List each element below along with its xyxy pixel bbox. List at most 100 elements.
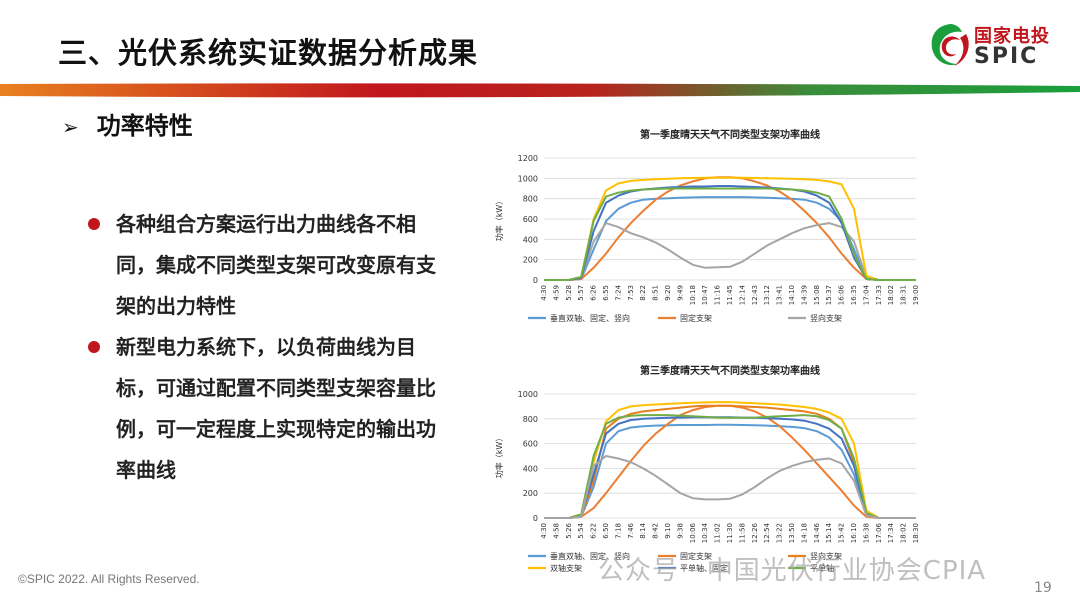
x-tick-label: 4:30 (540, 523, 548, 539)
x-tick-label: 19:00 (912, 285, 920, 305)
x-tick-label: 5:57 (577, 285, 585, 301)
y-tick-label: 400 (523, 235, 538, 244)
header-color-band (0, 83, 1080, 98)
series-line (544, 222, 916, 281)
x-tick-label: 8:14 (639, 522, 647, 538)
y-tick-label: 600 (523, 215, 538, 224)
x-tick-label: 17:04 (862, 284, 870, 305)
x-tick-label: 18:31 (900, 285, 908, 305)
x-tick-label: 17:06 (875, 522, 883, 543)
x-tick-label: 12:14 (738, 284, 746, 305)
x-tick-label: 16:06 (838, 284, 846, 305)
x-tick-label: 7:46 (627, 522, 635, 538)
x-tick-label: 6:26 (590, 284, 598, 300)
y-tick-label: 200 (523, 256, 538, 265)
legend-label: 垂直双轴、固定、竖向 (550, 313, 630, 323)
slide-title: 三、光伏系统实证数据分析成果 (58, 36, 479, 70)
y-tick-label: 1200 (518, 154, 538, 163)
x-tick-label: 12:54 (763, 522, 771, 543)
bullet-item: 各种组合方案运行出力曲线各不相同，集成不同类型支架可改变原有支架的出力特性 (88, 204, 448, 327)
x-tick-label: 9:20 (664, 285, 672, 301)
series-line (544, 401, 916, 519)
x-tick-label: 11:02 (714, 523, 722, 543)
y-tick-label: 0 (533, 514, 538, 523)
x-tick-label: 8:22 (639, 285, 647, 301)
bullet-text: 各种组合方案运行出力曲线各不相同，集成不同类型支架可改变原有支架的出力特性 (116, 212, 436, 318)
x-tick-label: 14:10 (788, 285, 796, 305)
y-axis-label: 功率（kW） (494, 434, 504, 479)
x-tick-label: 6:50 (602, 523, 610, 539)
x-tick-label: 10:06 (689, 522, 697, 543)
x-tick-label: 9:38 (676, 523, 684, 539)
x-tick-label: 5:26 (565, 522, 573, 538)
x-tick-label: 4:59 (552, 285, 560, 301)
series-line (544, 423, 916, 519)
x-tick-label: 11:30 (726, 523, 734, 543)
chart-title: 第一季度晴天天气不同类型支架功率曲线 (640, 128, 820, 141)
x-tick-label: 6:55 (602, 285, 610, 301)
x-tick-label: 18:02 (887, 285, 895, 305)
spic-logo-icon (931, 24, 969, 66)
x-tick-label: 16:10 (850, 523, 858, 543)
x-tick-label: 17:33 (875, 285, 883, 305)
y-tick-label: 1000 (518, 174, 538, 183)
x-tick-label: 14:46 (813, 522, 821, 543)
chart-title: 第三季度晴天天气不同类型支架功率曲线 (640, 364, 820, 377)
copyright-footer: ©SPIC 2022. All Rights Reserved. (18, 572, 200, 586)
x-tick-label: 4:30 (540, 285, 548, 301)
y-tick-label: 0 (533, 276, 538, 285)
x-tick-label: 9:49 (676, 285, 684, 301)
legend-label: 固定支架 (680, 551, 712, 561)
x-tick-label: 10:34 (701, 522, 709, 543)
watermark-text: 公众号 · 中国光伏行业协会CPIA (598, 556, 987, 586)
page-number: 19 (1034, 580, 1052, 596)
y-tick-label: 1000 (518, 390, 538, 399)
x-tick-label: 13:22 (776, 523, 784, 543)
x-tick-label: 5:54 (577, 522, 585, 538)
x-tick-label: 11:58 (738, 523, 746, 543)
legend-label: 垂直双轴、固定、竖向 (550, 551, 630, 561)
subtitle-text: 功率特性 (96, 112, 193, 140)
x-tick-label: 16:35 (850, 285, 858, 305)
legend-label: 平单轴 (810, 563, 834, 573)
x-tick-label: 11:45 (726, 285, 734, 305)
x-tick-label: 9:10 (664, 523, 672, 539)
x-tick-label: 15:14 (825, 522, 833, 543)
series-line (544, 414, 916, 519)
x-tick-label: 16:38 (862, 523, 870, 543)
section-subtitle: ➢ 功率特性 (62, 106, 193, 141)
y-tick-label: 800 (523, 415, 538, 424)
x-tick-label: 14:18 (800, 523, 808, 543)
bullet-dot-icon (88, 218, 100, 230)
series-line (544, 187, 916, 281)
x-tick-label: 8:51 (652, 285, 660, 301)
x-tick-label: 15:37 (825, 285, 833, 305)
series-line (544, 176, 916, 281)
x-tick-label: 12:43 (751, 285, 759, 305)
x-tick-label: 10:18 (689, 285, 697, 305)
y-tick-label: 800 (523, 195, 538, 204)
bullet-list: 各种组合方案运行出力曲线各不相同，集成不同类型支架可改变原有支架的出力特性 新型… (88, 204, 448, 491)
x-tick-label: 15:42 (838, 523, 846, 543)
y-tick-label: 400 (523, 464, 538, 473)
x-tick-label: 12:26 (751, 522, 759, 543)
y-tick-label: 600 (523, 440, 538, 449)
y-axis-label: 功率（kW） (494, 197, 504, 242)
x-tick-label: 17:34 (887, 522, 895, 543)
legend-label: 双轴支架 (550, 563, 582, 573)
x-tick-label: 7:24 (614, 284, 622, 300)
x-tick-label: 11:16 (714, 284, 722, 305)
legend-label: 平单轴、固定 (680, 563, 728, 573)
x-tick-label: 5:28 (565, 285, 573, 301)
x-tick-label: 18:02 (900, 523, 908, 543)
x-tick-label: 4:58 (552, 523, 560, 539)
x-tick-label: 7:18 (614, 523, 622, 539)
arrow-icon: ➢ (62, 115, 79, 139)
series-line (544, 185, 916, 281)
spic-logo: 国家电投 SPIC (928, 20, 1068, 72)
x-tick-label: 15:08 (813, 285, 821, 305)
x-tick-label: 7:53 (627, 285, 635, 301)
y-tick-label: 200 (523, 489, 538, 498)
